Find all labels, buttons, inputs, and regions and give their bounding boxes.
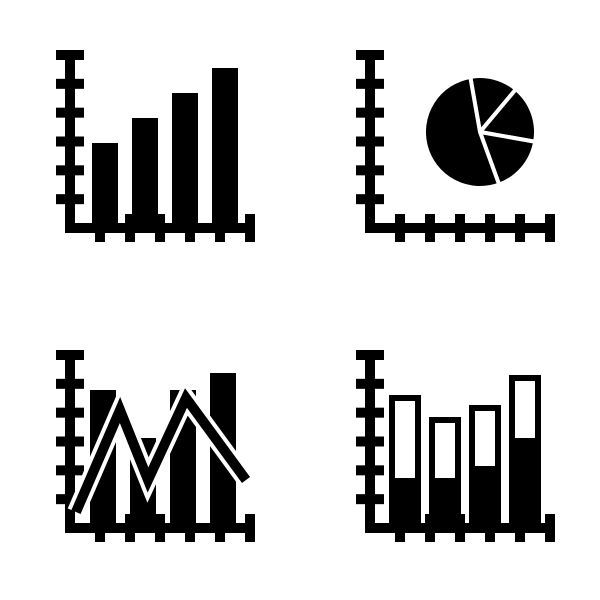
cell-bar-chart [0,0,300,300]
bar-line-chart-icon [40,340,260,560]
cell-bar-line-chart [0,300,300,600]
bar-chart-icon [40,40,260,260]
chart-icon-grid [0,0,600,600]
pie-chart-icon [340,40,560,260]
cell-pie-chart [300,0,600,300]
cell-stacked-bar-chart [300,300,600,600]
stacked-bar-chart-icon [340,340,560,560]
